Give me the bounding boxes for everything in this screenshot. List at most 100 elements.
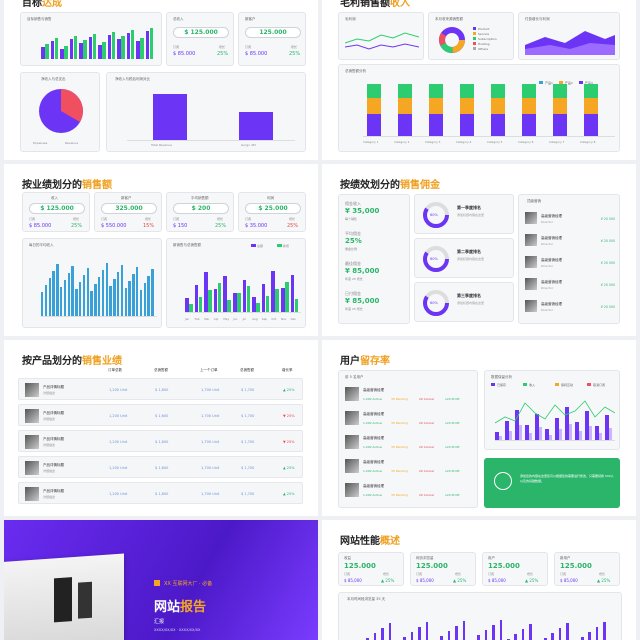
ring-card: 60% 第三季度排名 添加标题内容在这里	[414, 282, 514, 322]
quarter-rings: 60% 第一季度排名 添加标题内容在这里 60% 第二季度排名 添加标题内容在这里 60% 第…	[414, 194, 514, 324]
avatar	[525, 234, 537, 246]
avatar	[525, 278, 537, 290]
card-stacked: 总销售额分析 产品1 产品2 产品3 Category 1 Category 2 Cat…	[338, 64, 620, 152]
retention-bar-2	[609, 427, 612, 440]
avatar	[525, 300, 537, 312]
donut-seg-3	[439, 27, 465, 53]
bar-new	[246, 286, 251, 312]
daily-bar	[79, 282, 82, 316]
kpi-sub: 订阅	[245, 45, 252, 49]
kpi-sub: 订阅	[101, 217, 108, 221]
kpi-label: 新客户	[121, 196, 132, 200]
users-icon	[494, 472, 512, 490]
bar-target	[60, 49, 64, 59]
stacked-legend-item: 产品2	[558, 81, 573, 85]
marketer-value: ¥ 20 000	[600, 283, 615, 287]
card-title: 总销售额分析	[345, 69, 366, 73]
user-active: 1,200 Active	[363, 469, 382, 473]
month-label: Sep	[261, 317, 268, 321]
stat-value-2: 25%	[345, 237, 362, 245]
bar-target	[69, 39, 73, 59]
card-retention-chart: 数据保留分析 已留存 收入 保持互动 取消订阅	[484, 370, 620, 450]
marketer-value: ¥ 20 000	[600, 261, 615, 265]
user-profit: 120 Profit	[445, 445, 460, 449]
retention-bar-2	[529, 432, 532, 440]
card-pageviews: 本月时间段浏览量 35 天	[338, 592, 622, 640]
retention-legend-item: 取消订阅	[587, 383, 605, 387]
retention-bar	[595, 426, 599, 440]
stat-sub-1: 每个销售	[345, 217, 358, 221]
ring-chart	[423, 202, 449, 228]
bar-sales	[149, 28, 153, 59]
kpi-sub: 订阅	[488, 572, 495, 576]
marketer-role: Director	[541, 308, 554, 312]
table-header: 订单总数 总销售额 上一个订单 总销售额 增长率	[4, 368, 318, 374]
stacked-seg-orange	[584, 98, 598, 114]
ring-chart	[423, 290, 449, 316]
growth-cell: ▲ 25%	[283, 466, 295, 470]
category-label: Category 4	[456, 140, 472, 144]
table-cell: 1,700 Unit	[201, 414, 220, 418]
stacked-seg-green	[460, 84, 474, 98]
retention-bar-2	[519, 425, 522, 440]
pageview-bar	[558, 628, 562, 640]
bar-new	[217, 283, 222, 312]
card-revenue-bars: 净收入与税后利润对比 Total Revenue Gorgo 4M	[106, 72, 306, 152]
kpi-sub: 订阅	[416, 572, 423, 576]
stacked-seg-green	[491, 84, 505, 98]
bar-total	[194, 285, 199, 312]
retention-bar	[555, 418, 559, 440]
product-sub: 详细描述	[43, 417, 56, 421]
bar-sales	[45, 44, 49, 59]
user-name: 高级营销经理	[363, 436, 384, 440]
daily-bar	[56, 264, 59, 316]
card-pie: 净收入与总支出 Expenses Revenue	[20, 72, 100, 152]
ring-percent: 60%	[430, 213, 438, 217]
bar-sales	[130, 30, 134, 59]
kpi-sub2: 增长	[219, 45, 226, 49]
product-thumb	[25, 487, 39, 501]
daily-bar	[113, 279, 116, 316]
user-name: 高级营销经理	[363, 460, 384, 464]
kpi-value: 325.000	[101, 203, 157, 214]
tag-icon	[154, 580, 160, 586]
pie-chart	[39, 89, 83, 133]
retention-bar-2	[599, 433, 602, 440]
kpi-amount: $ 85,000	[488, 578, 506, 583]
kpi-sub2: 增长	[599, 572, 606, 576]
retention-bar-2	[559, 429, 562, 440]
kpi-amount: $ 85,000	[344, 578, 362, 583]
table-cell: 1,200 Unit	[109, 414, 128, 418]
retention-legend: 已留存 收入 保持互动 取消订阅	[491, 383, 617, 389]
pageview-bar	[521, 629, 525, 640]
area-chart	[525, 31, 615, 55]
daily-bar	[117, 272, 120, 316]
table-header-cell: 总销售额	[154, 368, 168, 372]
table-cell: $ 1,700	[241, 440, 255, 444]
stat-label-3: 最佳佣金	[345, 261, 361, 266]
avatar	[345, 387, 359, 401]
panel-title: 用户留存率	[340, 356, 390, 367]
avatar	[525, 256, 537, 268]
category-label: Category 3	[425, 140, 441, 144]
pie-legend-1: Expenses	[33, 141, 48, 145]
user-pending: 35 Pending	[391, 493, 408, 497]
user-name: 高级营销经理	[363, 388, 384, 392]
panel-title: 按绩效划分的销售佣金	[340, 180, 440, 191]
donut-legend: Product Service Subscription Hosting Others	[473, 27, 497, 52]
kpi-label: 收益	[344, 556, 351, 560]
kpi-label: 新用户	[560, 556, 571, 560]
stacked-legend-item: 产品3	[578, 81, 593, 85]
daily-bar	[67, 273, 70, 316]
product-thumb	[25, 409, 39, 423]
retention-note: 添加您的内容在这里您可以根据您的需要进行修改，只需要替换 500人以及的基础数据…	[484, 458, 620, 508]
panel-title: 按业绩划分的销售额	[22, 180, 112, 191]
bar-total	[252, 297, 256, 312]
pageview-bar	[499, 620, 503, 640]
retention-bar-2	[579, 431, 582, 440]
bar-total	[290, 275, 295, 312]
table-cell: 1,700 Unit	[201, 388, 220, 392]
kpi-sub2: 增长	[527, 572, 534, 576]
stacked-categories: Category 1 Category 2 Category 3 Category 4…	[363, 140, 615, 146]
ring-desc: 添加标题内容在这里	[457, 257, 485, 261]
